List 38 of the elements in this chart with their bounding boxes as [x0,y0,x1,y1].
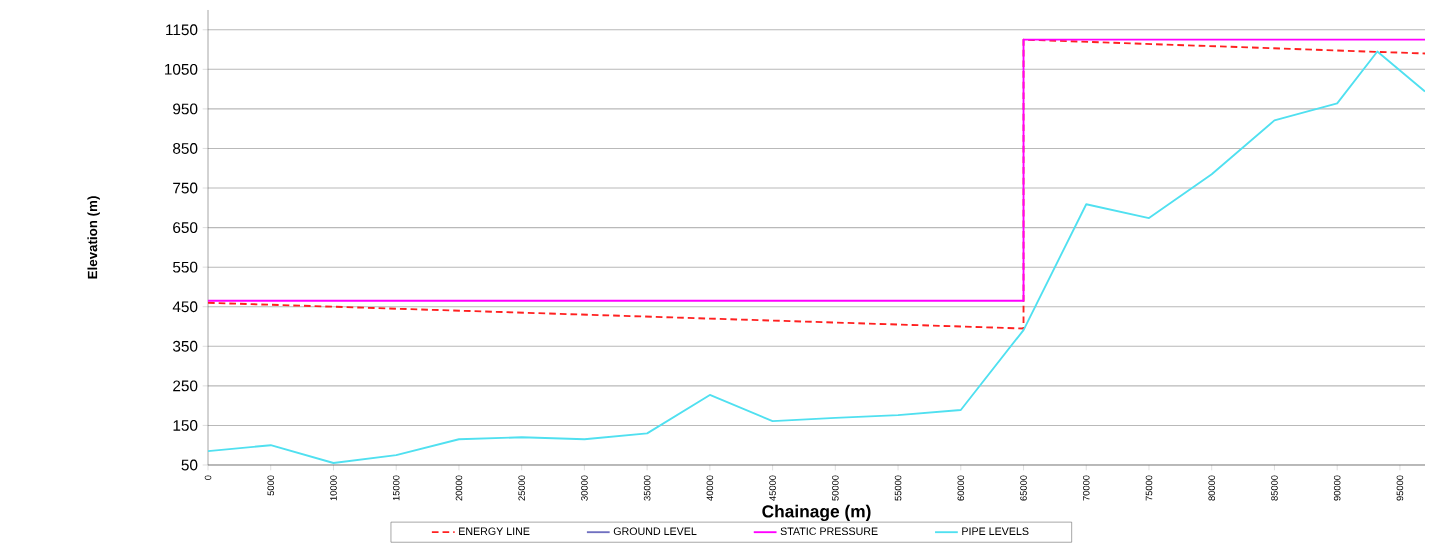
x-tick-label: 10000 [330,475,337,501]
legend-label: STATIC PRESSURE [780,527,878,536]
x-tick-label: 15000 [392,475,400,501]
y-tick-label: 150 [173,419,198,431]
x-tick-label: 45000 [769,475,776,501]
x-tick-label: 60000 [957,475,965,501]
x-tick-label: 75000 [1145,475,1153,501]
x-tick-label: 80000 [1208,475,1216,501]
y-tick-label: 450 [172,301,198,313]
legend-label: PIPE LEVELS [962,527,1029,536]
x-tick-label: 55000 [894,475,902,501]
x-tick-label: 25000 [518,475,525,501]
x-tick-label: 85000 [1271,475,1278,501]
x-tick-label: 40000 [706,475,714,501]
x-tick-label: 35000 [643,475,651,501]
legend-label: GROUND LEVEL [613,527,697,536]
x-tick-label: 30000 [581,475,588,501]
y-tick-label: 1150 [166,24,198,36]
legend-label: ENERGY LINE [459,527,530,536]
y-tick-label: 550 [172,261,198,273]
y-tick-label: 650 [173,222,198,234]
x-tick-label: 70000 [1082,475,1090,501]
y-tick-label: 250 [173,380,198,392]
y-tick-label: 50 [181,459,198,471]
y-tick-label: 350 [172,340,198,352]
x-tick-label: 50000 [832,475,839,501]
x-tick-label: 95000 [1396,475,1404,501]
y-tick-label: 750 [173,182,198,194]
y-tick-label: 950 [173,103,198,115]
x-tick-label: 65000 [1020,475,1027,501]
x-tick-label: 90000 [1333,475,1341,501]
y-axis-title: Elevation (m) [87,196,100,279]
x-axis-title: Chainage (m) [762,504,871,522]
x-tick-label: 0 [204,475,212,480]
x-tick-label: 5000 [267,475,275,496]
y-tick-label: 850 [173,143,198,154]
y-tick-label: 1050 [165,63,198,75]
x-tick-label: 20000 [455,475,463,501]
